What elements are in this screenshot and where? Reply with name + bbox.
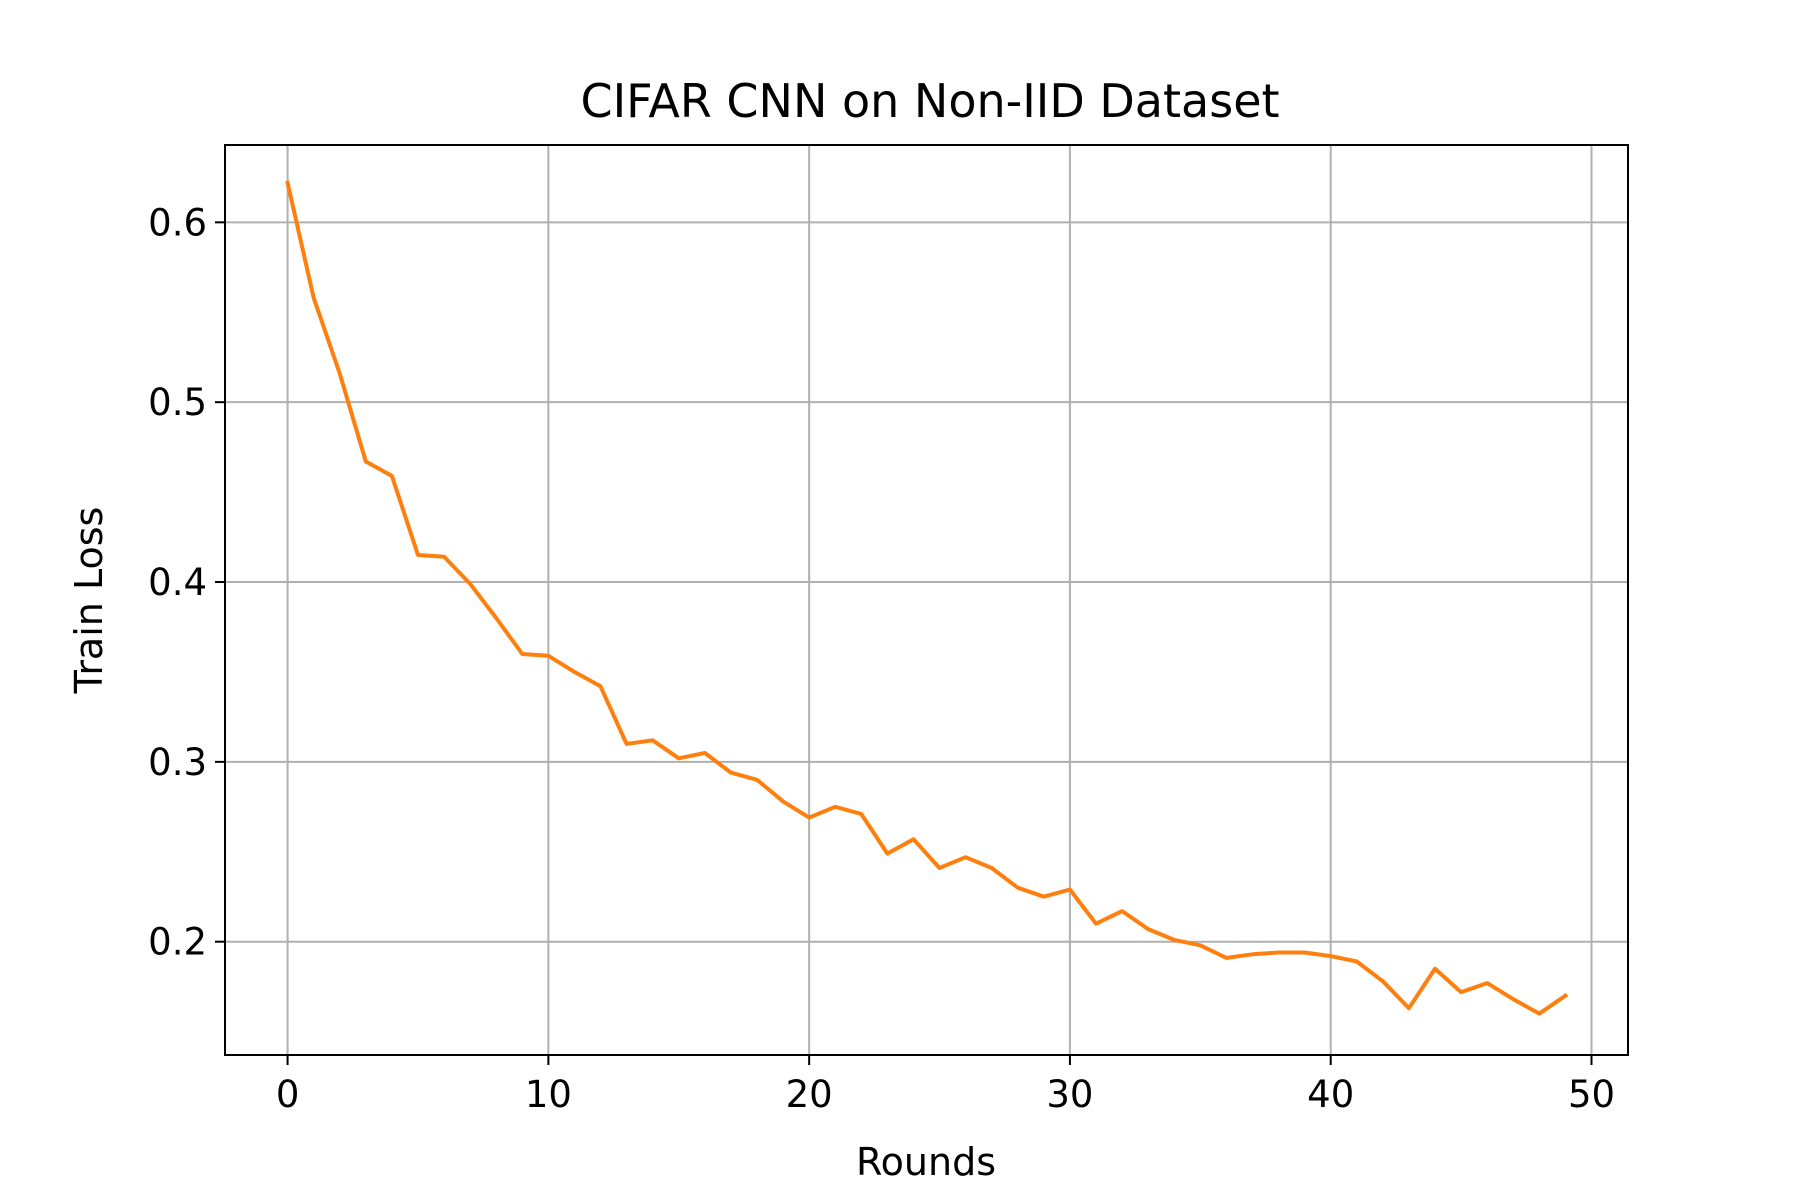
x-tick-label: 40 — [1307, 1073, 1354, 1116]
series-line-0 — [285, 180, 1569, 1016]
y-tick-label: 0.2 — [148, 921, 207, 964]
y-tick-label: 0.3 — [148, 741, 207, 784]
y-tick-label: 0.4 — [148, 561, 207, 604]
x-axis-label: Rounds — [856, 1140, 996, 1184]
y-axis-label: Train Loss — [67, 507, 111, 695]
x-tick-label: 20 — [786, 1073, 833, 1116]
x-axis: 0 10 20 30 40 50 — [276, 1055, 1615, 1116]
y-tick-label: 0.6 — [148, 201, 207, 244]
y-tick-label: 0.5 — [148, 381, 207, 424]
x-tick-label: 30 — [1046, 1073, 1093, 1116]
grid-lines — [225, 145, 1628, 1055]
x-tick-label: 0 — [276, 1073, 300, 1116]
chart-title: CIFAR CNN on Non-IID Dataset — [580, 74, 1279, 128]
x-tick-label: 50 — [1568, 1073, 1615, 1116]
series-layer — [285, 180, 1569, 1016]
y-axis: 0.2 0.3 0.4 0.5 0.6 — [148, 201, 225, 964]
plot-area-frame — [224, 144, 1629, 1056]
x-tick-label: 10 — [525, 1073, 572, 1116]
